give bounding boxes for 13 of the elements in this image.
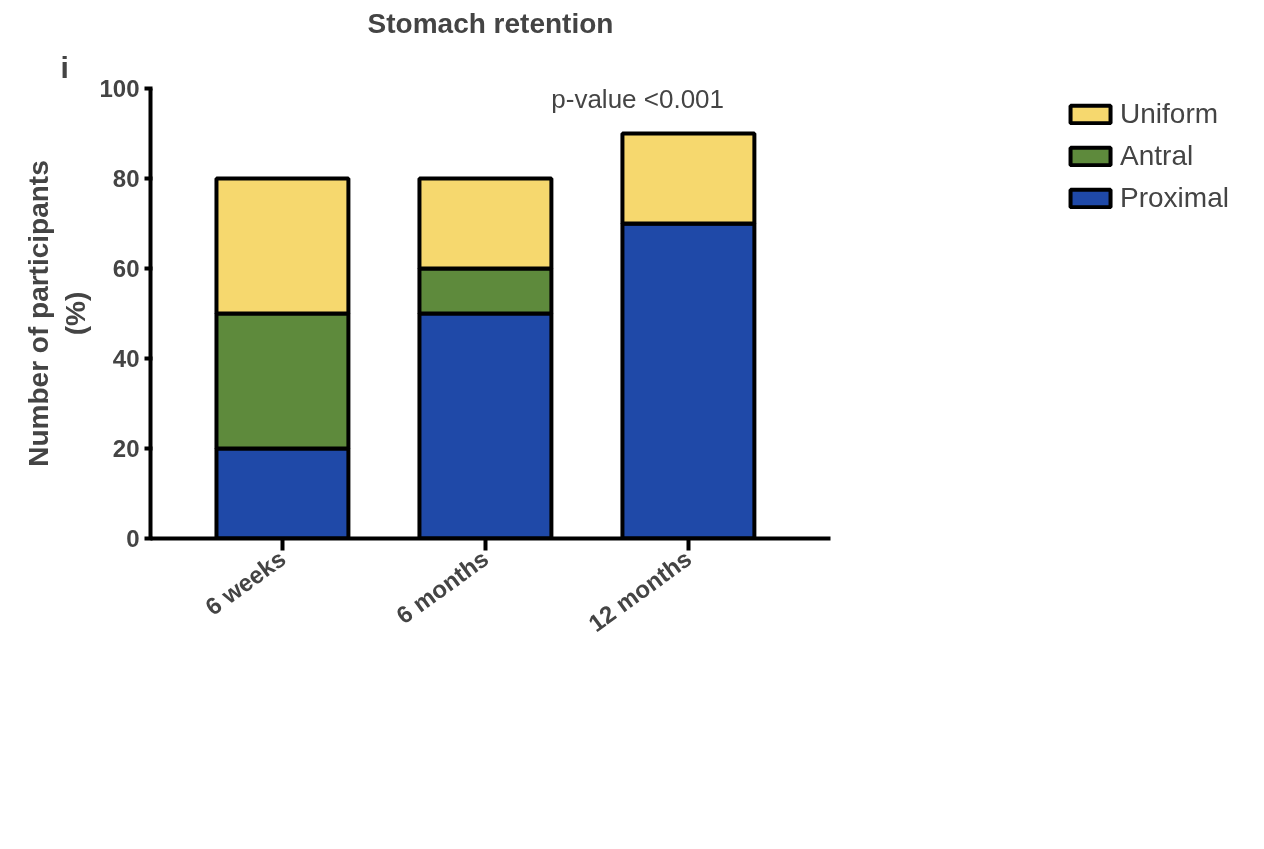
legend-label: Proximal bbox=[1120, 182, 1229, 214]
y-tick-label: 20 bbox=[112, 435, 140, 462]
y-axis-title: Number of participants (%) bbox=[23, 160, 92, 467]
legend-label: Antral bbox=[1120, 140, 1194, 172]
text: i bbox=[60, 50, 69, 84]
chart-title: Stomach retention bbox=[367, 7, 614, 39]
y-tick-label: 0 bbox=[126, 525, 140, 552]
y-tick-label: 80 bbox=[112, 165, 140, 192]
y-tick-label: 100 bbox=[99, 75, 140, 102]
y-tick-label: 60 bbox=[112, 255, 140, 282]
legend-label: Uniform bbox=[1120, 98, 1219, 130]
y-tick-label: 40 bbox=[112, 345, 140, 372]
annotation: p-value <0.001 bbox=[551, 83, 725, 114]
